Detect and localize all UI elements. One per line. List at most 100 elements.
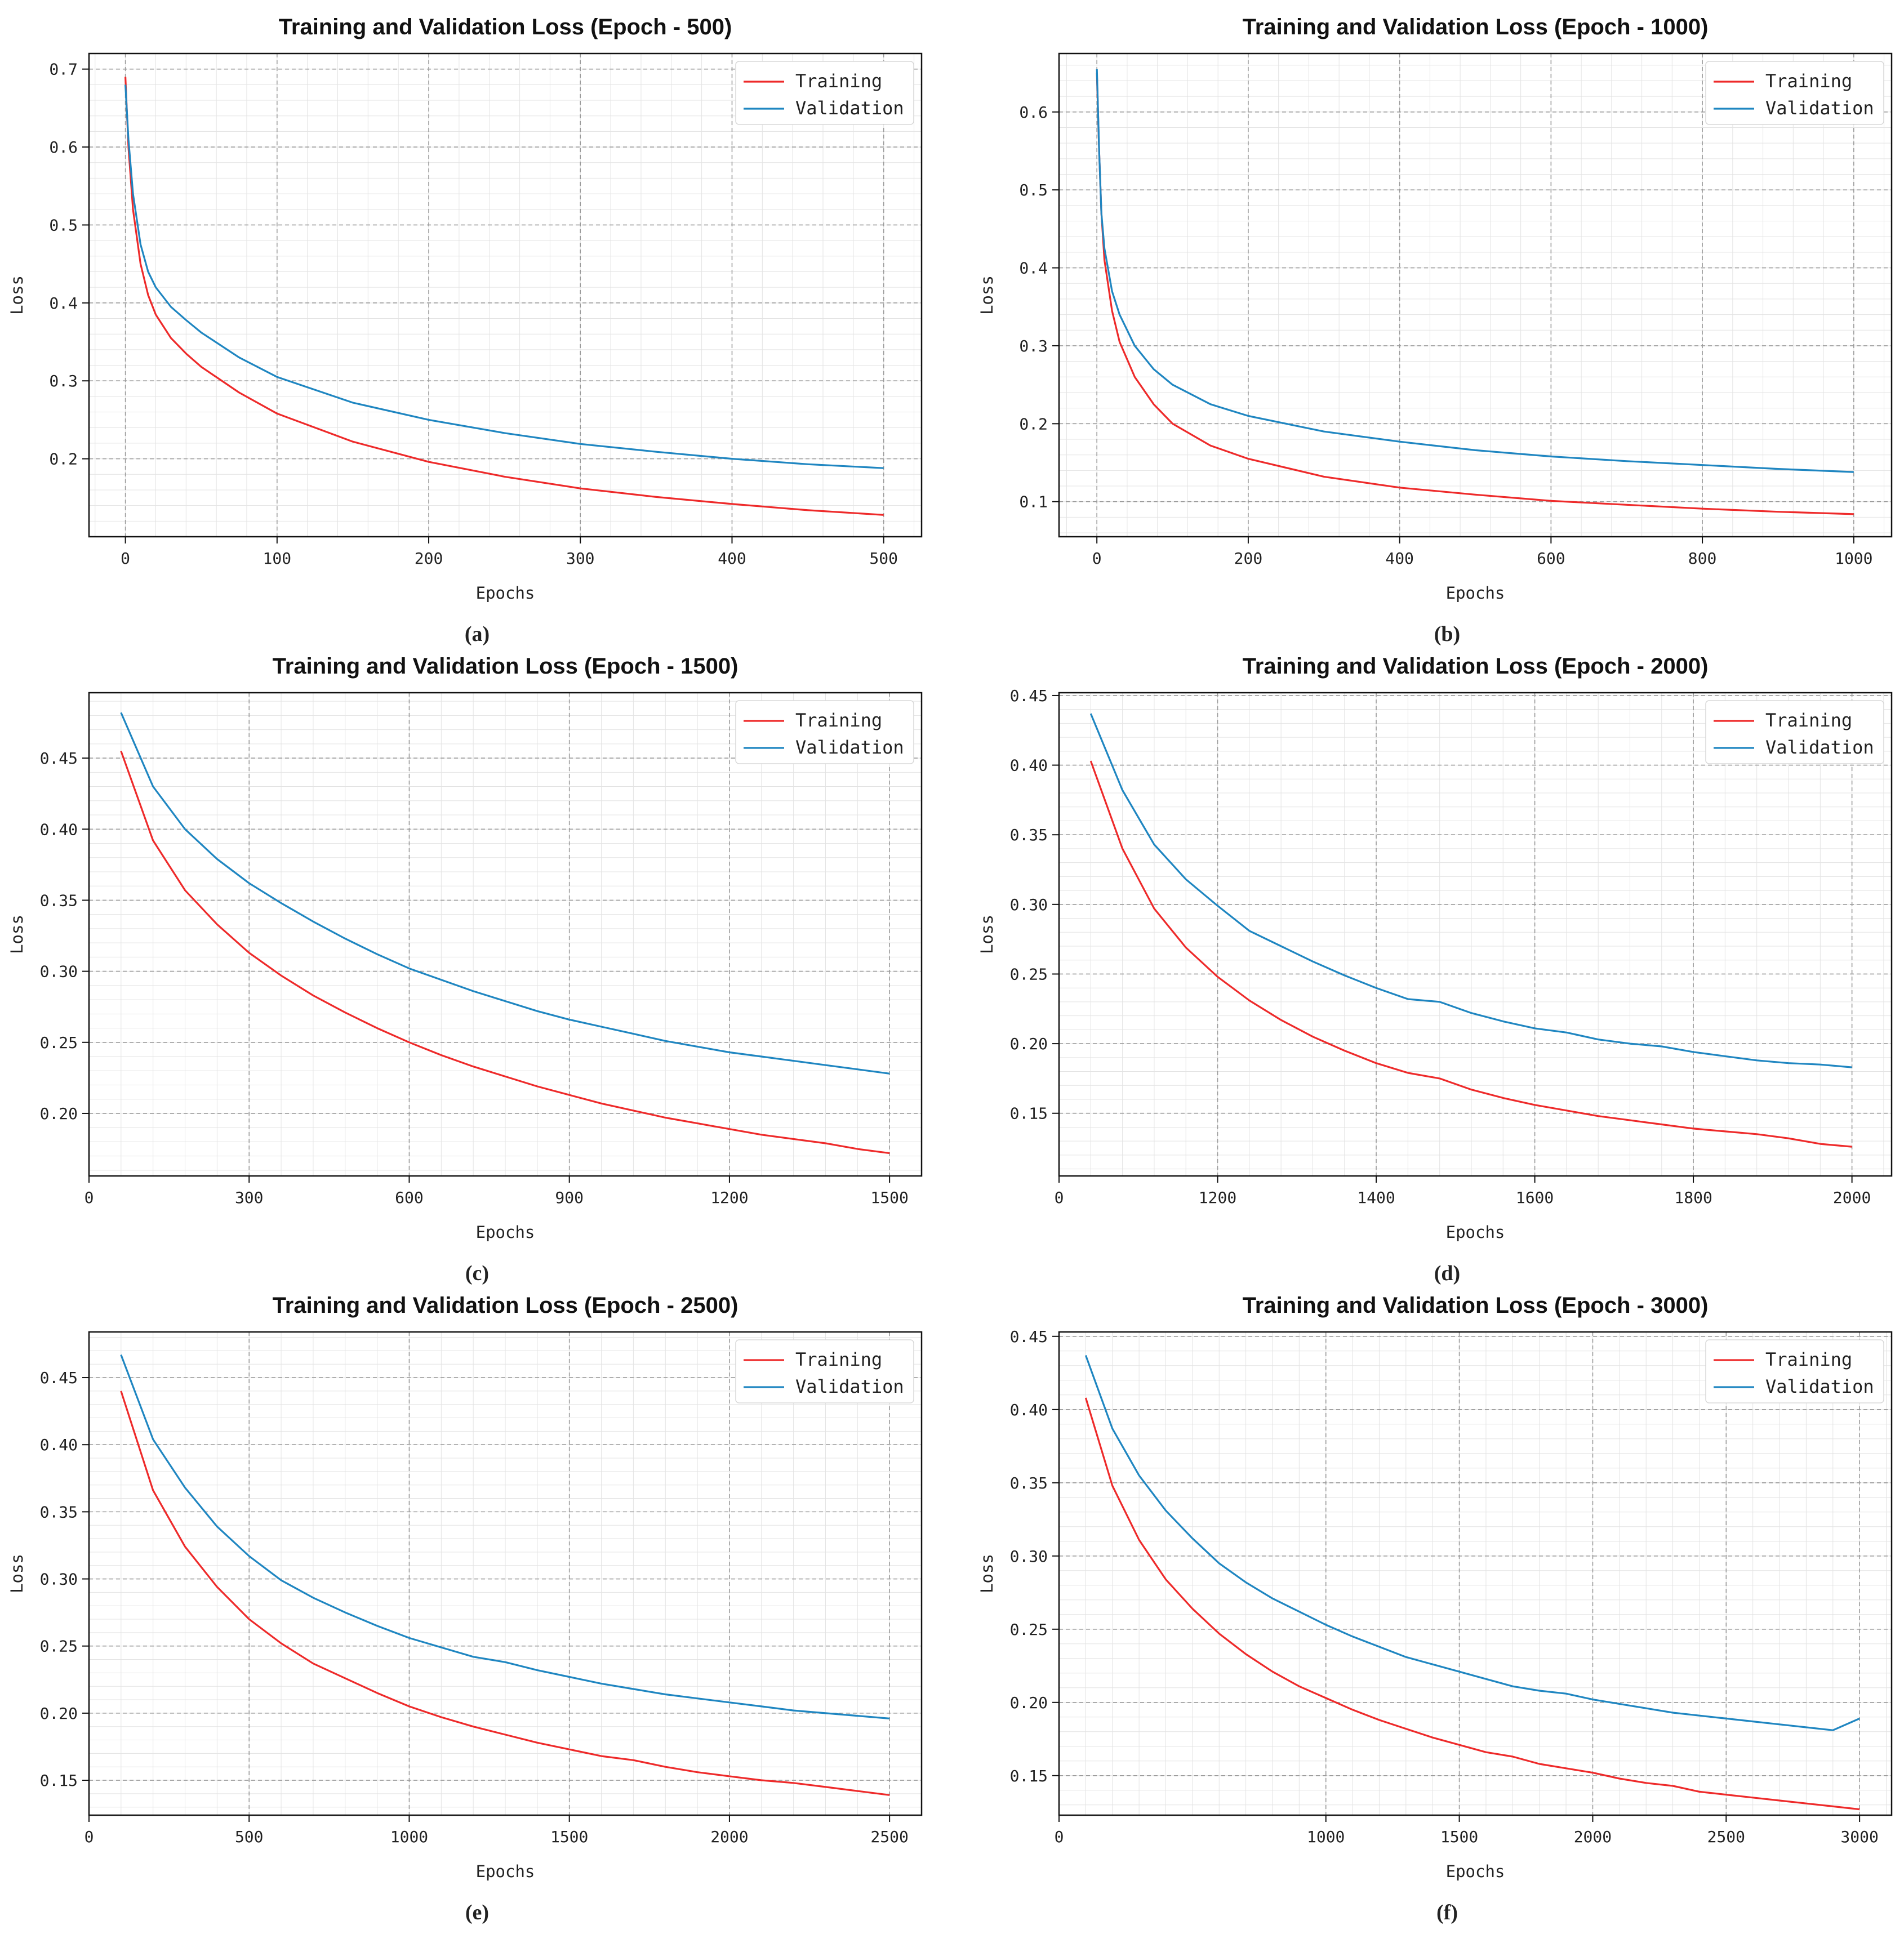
chart-panel: 0 100 200 300 400 500 0.2 0.3 0.4 0.5 0.6 0.7 Traini… [7,15,923,646]
x-tick-label: 1600 [1516,1188,1554,1207]
x-tick-label: 2000 [710,1828,748,1846]
y-tick-label: 0.15 [40,1771,78,1790]
x-tick-label: 500 [869,549,898,568]
y-tick-label: 0.1 [1019,493,1048,511]
y-tick-label: 0.35 [1010,826,1048,844]
panel-caption: (e) [465,1901,489,1924]
y-tick-label: 0.35 [40,891,78,910]
x-tick-label: 400 [1385,549,1414,568]
x-tick-label: 1000 [390,1828,428,1846]
chart-panel: 0 1200 1400 1600 1800 2000 0.15 0.20 0.25 0.30 0.3… [977,654,1893,1285]
legend: Training Validation [735,61,914,125]
validation-loss-line [1089,713,1852,1068]
x-tick-label: 1400 [1357,1188,1395,1207]
legend-label-validation: Validation [795,737,904,758]
x-tick-label: 2000 [1833,1188,1871,1207]
y-tick-label: 0.30 [40,1570,78,1589]
x-tick-label: 600 [395,1188,424,1207]
legend-label-training: Training [1765,70,1852,92]
y-tick-label: 0.30 [40,962,78,981]
validation-loss-line [120,712,890,1075]
x-tick-label: 200 [415,549,443,568]
x-tick-label: 500 [235,1828,264,1846]
x-tick-label: 1200 [1199,1188,1236,1207]
y-tick-label: 0.45 [40,1369,78,1387]
plot-frame [1058,692,1893,1177]
y-tick-label: 0.20 [40,1704,78,1723]
y-tick-label: 0.2 [49,450,78,469]
minor-grid [89,54,922,537]
x-tick-label: 0 [1055,1188,1064,1207]
y-tick-label: 0.20 [1010,1035,1048,1053]
plot-frame [88,52,923,538]
y-tick-label: 0.25 [40,1033,78,1052]
x-tick-label: 1500 [1440,1828,1478,1846]
training-loss-line [1089,760,1852,1148]
x-tick-label: 1000 [1307,1828,1345,1846]
y-tick-label: 0.3 [1019,337,1048,355]
legend-label-validation: Validation [1765,1376,1874,1397]
y-tick-label: 0.35 [1010,1474,1048,1492]
x-axis-label: Epochs [1446,583,1505,603]
chart-title: Training and Validation Loss (Epoch - 20… [1243,654,1709,679]
y-tick-label: 0.4 [49,294,78,313]
x-tick-label: 0 [121,549,130,568]
chart-title: Training and Validation Loss (Epoch - 30… [1243,1293,1709,1318]
validation-loss-line [124,84,884,469]
x-tick-label: 600 [1537,549,1565,568]
training-loss-line [124,77,884,516]
validation-loss-line [1084,1355,1860,1731]
legend: Training Validation [735,700,914,764]
x-tick-label: 300 [566,549,595,568]
y-tick-label: 0.40 [1010,1401,1048,1419]
x-tick-label: 1500 [550,1828,588,1846]
y-tick-label: 0.20 [40,1104,78,1123]
x-tick-label: 2500 [1707,1828,1745,1846]
x-tick-label: 400 [718,549,746,568]
y-tick-label: 0.5 [1019,181,1048,199]
chart-title: Training and Validation Loss (Epoch - 10… [1243,15,1709,39]
x-tick-label: 0 [1092,549,1102,568]
x-axis-label: Epochs [1446,1862,1505,1881]
plot-frame [1058,1331,1893,1816]
y-tick-label: 0.2 [1019,415,1048,433]
chart-title: Training and Validation Loss (Epoch - 50… [279,15,732,39]
y-tick-label: 0.35 [40,1503,78,1521]
minor-grid [88,693,922,1176]
x-tick-label: 3000 [1840,1828,1878,1846]
y-axis-label: Loss [7,1554,26,1593]
legend-label-training: Training [795,710,882,731]
y-axis-label: Loss [977,1554,997,1593]
plot-frame [88,1331,923,1816]
y-tick-label: 0.15 [1010,1767,1048,1785]
legend-label-validation: Validation [1765,737,1874,758]
y-tick-label: 0.15 [1010,1104,1048,1123]
y-tick-label: 0.6 [1019,103,1048,122]
legend-label-validation: Validation [1765,97,1874,119]
y-tick-label: 0.30 [1010,1547,1048,1566]
y-tick-label: 0.4 [1019,259,1048,278]
chart-panel: 0 300 600 900 1200 1500 0.20 0.25 0.30 0.35 0.40 0.… [7,654,923,1285]
chart-panel: 0 1000 1500 2000 2500 3000 0.15 0.20 0.25 0.30 0.3… [977,1293,1893,1924]
x-tick-label: 200 [1234,549,1263,568]
minor-grid [88,1332,922,1815]
chart-title: Training and Validation Loss (Epoch - 15… [273,654,739,679]
training-loss-line [120,750,890,1155]
plot-frame [1058,52,1893,538]
x-tick-label: 1500 [870,1188,908,1207]
x-tick-label: 100 [263,549,292,568]
x-tick-label: 800 [1688,549,1717,568]
chart-panel: 0 500 1000 1500 2000 2500 0.15 0.20 0.25 0.30 0.35… [7,1293,923,1924]
y-tick-label: 0.5 [49,216,78,234]
legend-label-validation: Validation [795,1376,904,1397]
y-axis-label: Loss [7,275,26,315]
training-loss-line [1096,73,1854,515]
minor-grid [1058,1332,1892,1815]
legend: Training Validation [1705,61,1884,125]
training-loss-line [1084,1397,1860,1811]
legend-label-validation: Validation [795,97,904,119]
legend: Training Validation [735,1339,914,1403]
panel-caption: (f) [1436,1901,1458,1924]
panel-caption: (d) [1434,1262,1460,1285]
